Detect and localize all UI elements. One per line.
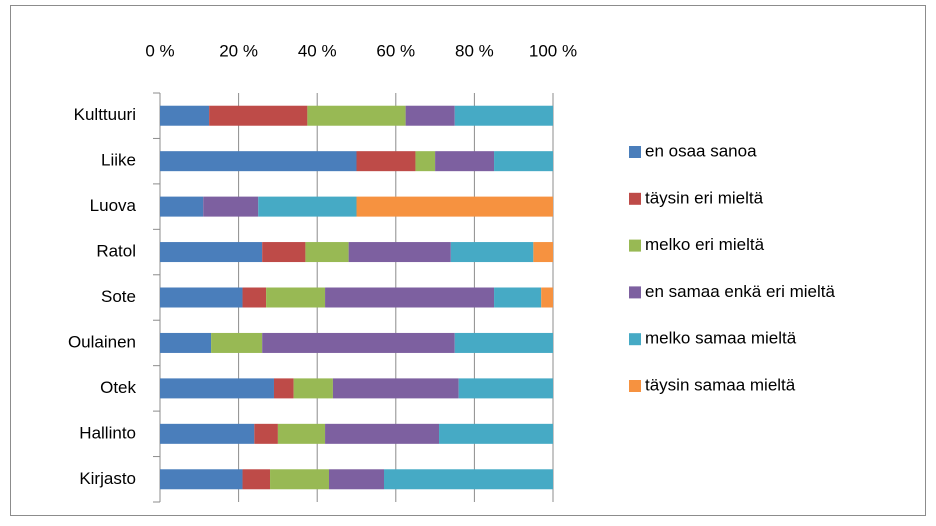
bar-segment (415, 151, 436, 172)
x-tick-label: 80 % (455, 41, 494, 60)
bar-segment (273, 378, 294, 399)
bar-segment (494, 287, 542, 308)
y-tick-label: Luova (90, 196, 137, 215)
legend-label: en osaa sanoa (645, 141, 757, 160)
bar-segment (160, 105, 210, 126)
legend-swatch (629, 286, 641, 299)
legend-label: täysin eri mieltä (645, 188, 764, 207)
x-tick-label: 40 % (298, 41, 337, 60)
legend-label: melko eri mieltä (645, 235, 765, 254)
bar-segment (293, 378, 333, 399)
bar-segment (211, 332, 263, 353)
bar-segment (332, 378, 459, 399)
bar-segment (242, 469, 271, 490)
legend-swatch (629, 239, 641, 252)
bar-segment (160, 469, 243, 490)
bar-segment (242, 287, 267, 308)
legend-swatch (629, 192, 641, 205)
bar-segment (254, 423, 278, 444)
bar-segment (533, 242, 553, 263)
bar-segment (494, 151, 553, 172)
y-tick-label: Kulttuuri (74, 105, 136, 124)
y-tick-label: Ratol (96, 242, 136, 261)
bar-segment (160, 196, 204, 217)
bar-segment (270, 469, 329, 490)
bar-segment (160, 332, 212, 353)
bar-segment (405, 105, 455, 126)
bar-segment (328, 469, 385, 490)
legend-swatch (629, 380, 641, 392)
y-tick-label: Oulainen (68, 332, 136, 351)
bar-segment (160, 151, 357, 172)
legend-label: täysin samaa mieltä (645, 375, 796, 394)
bar-segment (262, 242, 306, 263)
y-tick-label: Hallinto (79, 423, 136, 442)
bar-segment (160, 242, 263, 263)
bar-segment (325, 287, 495, 308)
x-tick-label: 100 % (529, 41, 577, 60)
bar-segment (262, 332, 455, 353)
bar-segment (454, 105, 553, 126)
bar-segment (258, 196, 357, 217)
bar-segment (160, 287, 243, 308)
x-tick-label: 0 % (145, 41, 174, 60)
y-tick-label: Otek (100, 378, 136, 397)
bar-segment (356, 196, 553, 217)
y-tick-label: Liike (101, 151, 136, 170)
bar-segment (209, 105, 308, 126)
bar-segment (458, 378, 553, 399)
y-tick-label: Sote (101, 287, 136, 306)
bar-segment (450, 242, 534, 263)
bar-segment (439, 423, 553, 444)
bar-segment (305, 242, 349, 263)
y-tick-label: Kirjasto (79, 469, 136, 488)
legend-swatch (629, 146, 641, 158)
legend-label: en samaa enkä eri mieltä (645, 282, 835, 301)
bar-segment (454, 332, 553, 353)
bar-segment (307, 105, 406, 126)
bar-segment (266, 287, 326, 308)
bar-segment (325, 423, 440, 444)
bar-segment (203, 196, 259, 217)
x-tick-label: 20 % (219, 41, 258, 60)
bar-segment (277, 423, 326, 444)
x-tick-label: 60 % (376, 41, 415, 60)
bar-segment (348, 242, 451, 263)
bar-segment (541, 287, 553, 308)
bar-segment (160, 423, 255, 444)
legend-swatch (629, 333, 641, 346)
bar-segment (435, 151, 495, 172)
bar-segment (160, 378, 274, 399)
bar-segment (384, 469, 553, 490)
legend-label: melko samaa mieltä (645, 329, 797, 348)
bar-segment (356, 151, 416, 172)
